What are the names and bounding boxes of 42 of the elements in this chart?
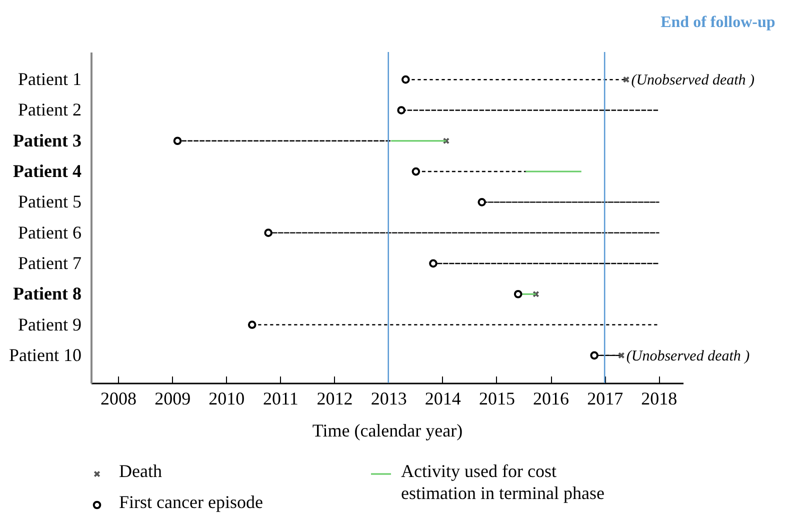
point (478, 198, 486, 206)
point (429, 259, 438, 268)
annotation: (Unobserved death ) (626, 348, 750, 364)
x-tick-label: 2009 (154, 388, 191, 408)
x-tick-label: 2012 (316, 388, 353, 408)
legend-label: Death (119, 461, 162, 481)
x-tick-label: 2011 (263, 388, 298, 408)
point (590, 351, 598, 360)
y-tick-label: Patient 7 (18, 252, 82, 273)
ref-line-label: End of follow-up (660, 14, 776, 31)
y-tick-label: Patient 8 (13, 284, 82, 304)
point (397, 106, 406, 114)
point (401, 75, 410, 84)
x-tick-label: 2017 (587, 388, 624, 408)
y-tick-label: Patient 5 (18, 192, 82, 212)
y-tick-label: Patient 9 (18, 314, 82, 334)
y-tick-label: Patient 1 (18, 69, 82, 90)
x-tick-label: 2014 (424, 388, 461, 408)
point (173, 136, 182, 146)
legend-label: First cancer episode (119, 492, 263, 512)
point (618, 352, 625, 359)
point (264, 228, 272, 237)
point (442, 138, 450, 144)
point (248, 320, 256, 329)
x-tick-label: 2008 (100, 388, 137, 408)
y-tick-label: Patient 4 (13, 161, 82, 182)
y-tick-label: Patient 2 (18, 100, 82, 120)
annotation: (Unobserved death ) (631, 72, 755, 89)
legend-label: Activity used for cost estimation in terminal phase (401, 461, 604, 503)
point (532, 290, 540, 298)
x-tick-label: 2016 (533, 388, 570, 408)
y-tick-label: Patient 6 (18, 222, 82, 242)
x-tick-label: 2018 (641, 388, 678, 408)
point (622, 76, 630, 83)
x-tick-label: 2013 (370, 388, 407, 408)
x-axis-title: Time (calendar year) (312, 420, 463, 440)
x-tick-label: 2015 (478, 388, 515, 408)
point (412, 167, 420, 176)
point (514, 290, 522, 298)
y-tick-label: Patient 10 (9, 344, 82, 365)
y-tick-label: Patient 3 (13, 130, 82, 150)
x-tick-label: 2010 (208, 388, 245, 408)
